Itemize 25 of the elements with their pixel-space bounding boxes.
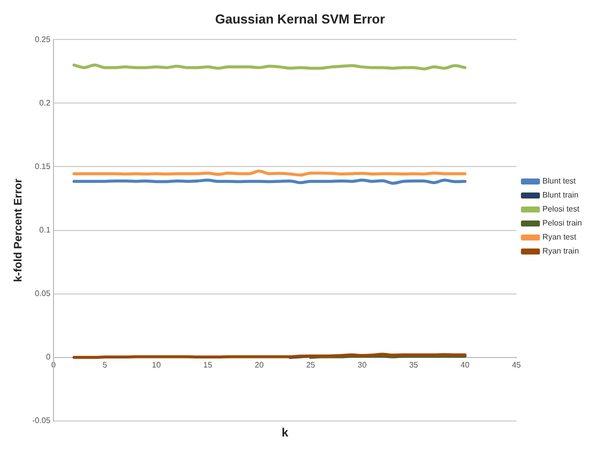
x-axis-title: k — [282, 425, 289, 440]
y-axis-title: k-fold Percent Error — [12, 178, 25, 282]
x-tick-label: 40 — [460, 360, 470, 370]
y-tick-label: 0.15 — [34, 162, 51, 171]
x-tick-label: 20 — [254, 360, 264, 370]
legend-label: Ryan test — [542, 232, 577, 242]
x-tick-label: 25 — [306, 360, 316, 370]
x-tick-label: 5 — [102, 360, 108, 370]
y-tick-label: -0.05 — [32, 416, 51, 426]
y-tick-label: 0.1 — [39, 226, 51, 235]
x-tick-label: 35 — [409, 360, 419, 370]
legend-label: Pelosi test — [542, 204, 580, 214]
chart-title: Gaussian Kernal SVM Error — [215, 11, 385, 26]
x-tick-label: 45 — [512, 360, 522, 370]
y-tick-label: 0.05 — [34, 289, 51, 298]
x-tick-label: 10 — [152, 360, 162, 370]
legend-label: Blunt test — [542, 176, 577, 186]
legend-label: Ryan train — [542, 246, 579, 256]
y-tick-label: 0.25 — [34, 34, 51, 44]
y-tick-label: 0.2 — [39, 98, 51, 108]
legend-label: Pelosi train — [542, 218, 582, 228]
y-tick-label: 0 — [46, 352, 51, 362]
x-tick-label: 15 — [203, 360, 213, 370]
x-tick-label: 30 — [358, 360, 368, 370]
legend-label: Blunt train — [542, 190, 578, 200]
